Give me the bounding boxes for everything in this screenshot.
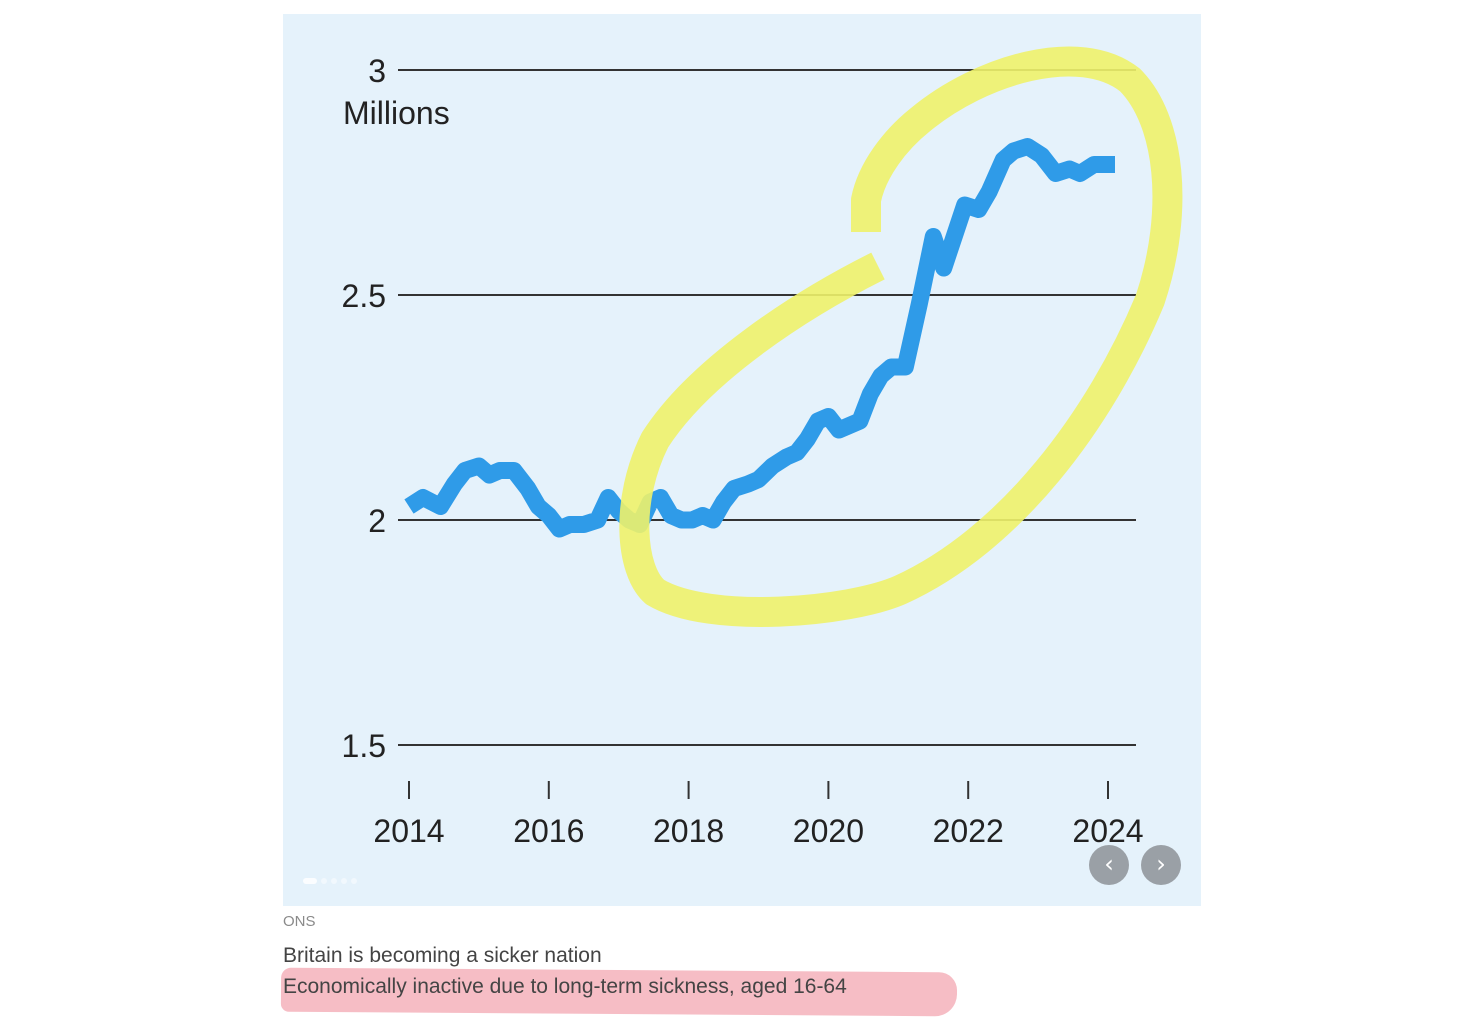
y-tick-label: 3: [368, 53, 386, 89]
carousel-dot[interactable]: [351, 878, 357, 884]
gridlines: [398, 69, 1136, 746]
series-line: [404, 138, 1115, 538]
carousel-dot[interactable]: [331, 878, 337, 884]
x-tick-label: 2020: [793, 813, 864, 849]
x-tick-label: 2024: [1072, 813, 1143, 849]
caption-subtitle: Economically inactive due to long-term s…: [283, 975, 847, 998]
chevron-right-icon: ›: [1156, 850, 1166, 878]
carousel-dot[interactable]: [341, 878, 347, 884]
y-axis-unit-label: Millions: [343, 95, 450, 131]
carousel-dot-active[interactable]: [303, 878, 317, 884]
source-label: ONS: [283, 913, 316, 930]
carousel-dot[interactable]: [321, 878, 327, 884]
chevron-left-icon: ‹: [1104, 850, 1114, 878]
previous-slide-button[interactable]: ‹: [1089, 845, 1129, 885]
carousel-dots[interactable]: [303, 878, 357, 884]
x-tick-label: 2018: [653, 813, 724, 849]
highlight-circle-annotation: [619, 46, 1183, 627]
x-tick-label: 2014: [373, 813, 444, 849]
caption-title: Britain is becoming a sicker nation: [283, 944, 602, 967]
x-tick-label: 2016: [513, 813, 584, 849]
y-tick-label: 1.5: [342, 728, 386, 764]
axes: 1.5 2 2.5 3 Millions 2014 2016 2018 2020 2022 2024: [342, 53, 1144, 849]
y-tick-label: 2.5: [342, 278, 386, 314]
annotation-layer: [619, 46, 1183, 627]
y-tick-label: 2: [368, 503, 386, 539]
next-slide-button[interactable]: ›: [1141, 845, 1181, 885]
x-tick-label: 2022: [933, 813, 1004, 849]
series-layer: [404, 138, 1115, 538]
